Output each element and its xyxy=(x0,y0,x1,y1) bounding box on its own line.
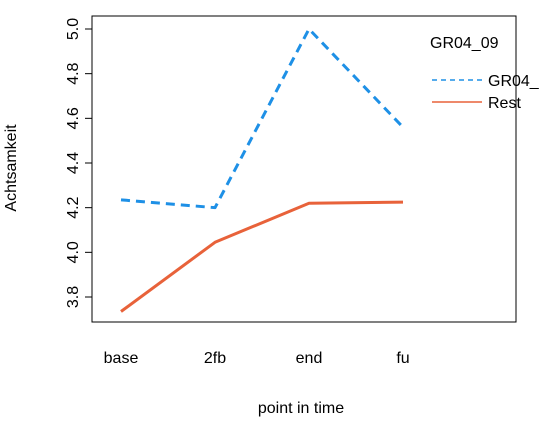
y-tick-label: 4.8 xyxy=(65,62,82,84)
legend-title: GR04_09 xyxy=(430,35,499,52)
y-tick-label: 3.8 xyxy=(65,286,82,308)
y-tick-label: 4.6 xyxy=(65,107,82,129)
x-tick-label: base xyxy=(104,350,139,367)
x-tick-label: 2fb xyxy=(204,350,226,367)
y-tick-label: 4.0 xyxy=(65,241,82,263)
series-line-gr04 xyxy=(120,27,405,210)
y-tick-label: 4.2 xyxy=(65,196,82,218)
legend: GR04_09 GR04_ Rest xyxy=(430,35,540,112)
y-tick-label: 5.0 xyxy=(65,18,82,40)
y-axis: 3.8 4.0 4.2 4.4 4.6 4.8 5.0 xyxy=(65,18,93,308)
x-axis-title: point in time xyxy=(258,400,344,417)
y-tick-label: 4.4 xyxy=(65,152,82,174)
series-layer xyxy=(120,27,405,313)
x-axis: base 2fb end fu xyxy=(104,350,410,367)
y-axis-title: Achtsamkeit xyxy=(3,124,20,212)
legend-label-gr04: GR04_ xyxy=(488,73,540,90)
series-line-rest xyxy=(120,200,404,313)
legend-label-rest: Rest xyxy=(488,95,521,112)
x-tick-label: end xyxy=(296,350,323,367)
x-tick-label: fu xyxy=(396,350,409,367)
plot-area-frame xyxy=(91,15,517,323)
